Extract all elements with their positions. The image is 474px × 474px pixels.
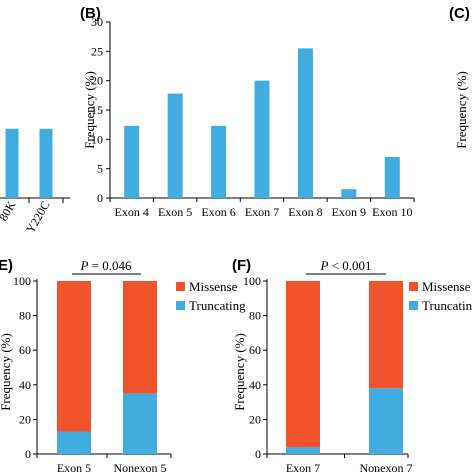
panel-e: E) Frequency (%) 0 20 40 60 80 100 Exon 5 Nonex… bbox=[0, 257, 246, 474]
panel-f-p-value: P < 0.001 bbox=[319, 258, 371, 273]
panel-b-y-tick-label-0: 0 bbox=[97, 191, 103, 205]
panel-b-x-tick-label-4: Exon 8 bbox=[288, 205, 322, 219]
panel-b-bar-4 bbox=[297, 48, 313, 199]
panel-b-bar-6 bbox=[384, 156, 400, 198]
panel-f-x-tick-label-1: Nonexon 7 bbox=[360, 461, 413, 474]
panel-e-x-tick-label-1: Nonexon 5 bbox=[114, 461, 167, 474]
panel-b-y-tick-label-3: 15 bbox=[91, 103, 103, 117]
panel-a: 80K Y220C bbox=[0, 128, 70, 236]
panel-b-y-tick-label-2: 10 bbox=[91, 132, 103, 146]
panel-b-x-tick-label-1: Exon 5 bbox=[158, 205, 192, 219]
panel-f-legend-label-missense: Missense bbox=[422, 279, 471, 294]
panel-b-ylabel: Frequency (%) bbox=[82, 71, 97, 149]
panel-f-bar-1-truncating bbox=[369, 388, 403, 454]
panel-e-legend-swatch-truncating bbox=[176, 301, 185, 310]
panel-f-y-tick-label-3: 60 bbox=[249, 343, 261, 357]
panel-b: (B) Frequency (%) 0 5 10 15 20 25 30 Exon 4 Exon… bbox=[80, 5, 415, 219]
panel-e-p-text: = 0.046 bbox=[88, 258, 132, 273]
panel-b-x-tick-label-6: Exon 10 bbox=[372, 205, 412, 219]
panel-e-letter: E) bbox=[0, 257, 13, 274]
panel-b-bar-1 bbox=[167, 93, 183, 198]
panel-e-bar-0-truncating bbox=[57, 431, 91, 454]
panel-f-bar-1-missense bbox=[369, 281, 403, 389]
panel-f-p-text: < 0.001 bbox=[328, 258, 371, 273]
panel-b-bar-3 bbox=[254, 80, 270, 198]
panel-f-y-tick-label-1: 20 bbox=[249, 412, 261, 426]
panel-e-y-tick-label-4: 80 bbox=[19, 309, 31, 323]
panel-f-bar-0-missense bbox=[286, 281, 320, 448]
panel-b-bar-5 bbox=[341, 189, 357, 198]
panel-a-x-tick-label-1: Y220C bbox=[23, 199, 52, 236]
panel-c: (C) Frequency (%) bbox=[449, 5, 470, 149]
panel-b-y-tick-label-5: 25 bbox=[91, 44, 103, 58]
panel-b-y-tick-label-4: 20 bbox=[91, 74, 103, 88]
panel-e-legend-label-missense: Missense bbox=[189, 279, 238, 294]
panel-e-ylabel: Frequency (%) bbox=[0, 333, 13, 411]
panel-a-bar-1 bbox=[39, 128, 53, 198]
panel-f: (F) Frequency (%) 0 20 40 60 80 100 Exon 7 None… bbox=[232, 257, 473, 474]
panel-f-ylabel: Frequency (%) bbox=[232, 333, 247, 411]
panel-e-bar-0-missense bbox=[57, 281, 91, 432]
panel-f-legend-swatch-truncating bbox=[409, 301, 418, 310]
panel-e-bar-1-missense bbox=[123, 281, 157, 394]
panel-b-x-tick-label-5: Exon 9 bbox=[332, 205, 366, 219]
panel-b-letter: (B) bbox=[80, 5, 101, 22]
panel-e-bar-1-truncating bbox=[123, 393, 157, 454]
panel-b-x-tick-label-0: Exon 4 bbox=[115, 205, 149, 219]
panel-b-y-tick-label-6: 30 bbox=[91, 15, 103, 29]
panel-a-bar-0 bbox=[5, 128, 19, 198]
panel-e-y-tick-label-5: 100 bbox=[13, 274, 31, 288]
panel-e-y-tick-label-0: 0 bbox=[25, 447, 31, 461]
panel-f-p-symbol: P bbox=[319, 258, 328, 273]
panel-b-bar-0 bbox=[124, 125, 140, 198]
panel-b-bar-2 bbox=[211, 125, 227, 198]
panel-f-legend-label-truncating: Truncatin bbox=[422, 298, 473, 313]
panel-a-x-tick-label-0: 80K bbox=[0, 198, 19, 223]
panel-f-y-tick-label-4: 80 bbox=[249, 309, 261, 323]
panel-e-x-tick-label-0: Exon 5 bbox=[57, 461, 91, 474]
panel-b-x-tick-label-2: Exon 6 bbox=[201, 205, 235, 219]
panel-f-y-tick-label-0: 0 bbox=[255, 447, 261, 461]
panel-f-y-tick-label-2: 40 bbox=[249, 378, 261, 392]
panel-f-x-tick-label-0: Exon 7 bbox=[286, 461, 320, 474]
panel-f-bar-0-truncating bbox=[286, 447, 320, 454]
panel-e-y-tick-label-2: 40 bbox=[19, 378, 31, 392]
panel-f-legend-swatch-missense bbox=[409, 282, 418, 291]
panel-e-y-tick-label-1: 20 bbox=[19, 412, 31, 426]
panel-c-ylabel: Frequency (%) bbox=[454, 71, 469, 149]
panel-f-letter: (F) bbox=[232, 257, 251, 274]
panel-e-legend-swatch-missense bbox=[176, 282, 185, 291]
panel-e-p-symbol: P bbox=[79, 258, 88, 273]
panel-e-p-value: P = 0.046 bbox=[79, 258, 132, 273]
panel-c-letter: (C) bbox=[449, 5, 470, 22]
panel-b-y-tick-label-1: 5 bbox=[97, 162, 103, 176]
panel-e-y-tick-label-3: 60 bbox=[19, 343, 31, 357]
panel-b-x-tick-label-3: Exon 7 bbox=[245, 205, 279, 219]
panel-e-legend-label-truncating: Truncating bbox=[189, 298, 246, 313]
panel-f-y-tick-label-5: 100 bbox=[243, 274, 261, 288]
